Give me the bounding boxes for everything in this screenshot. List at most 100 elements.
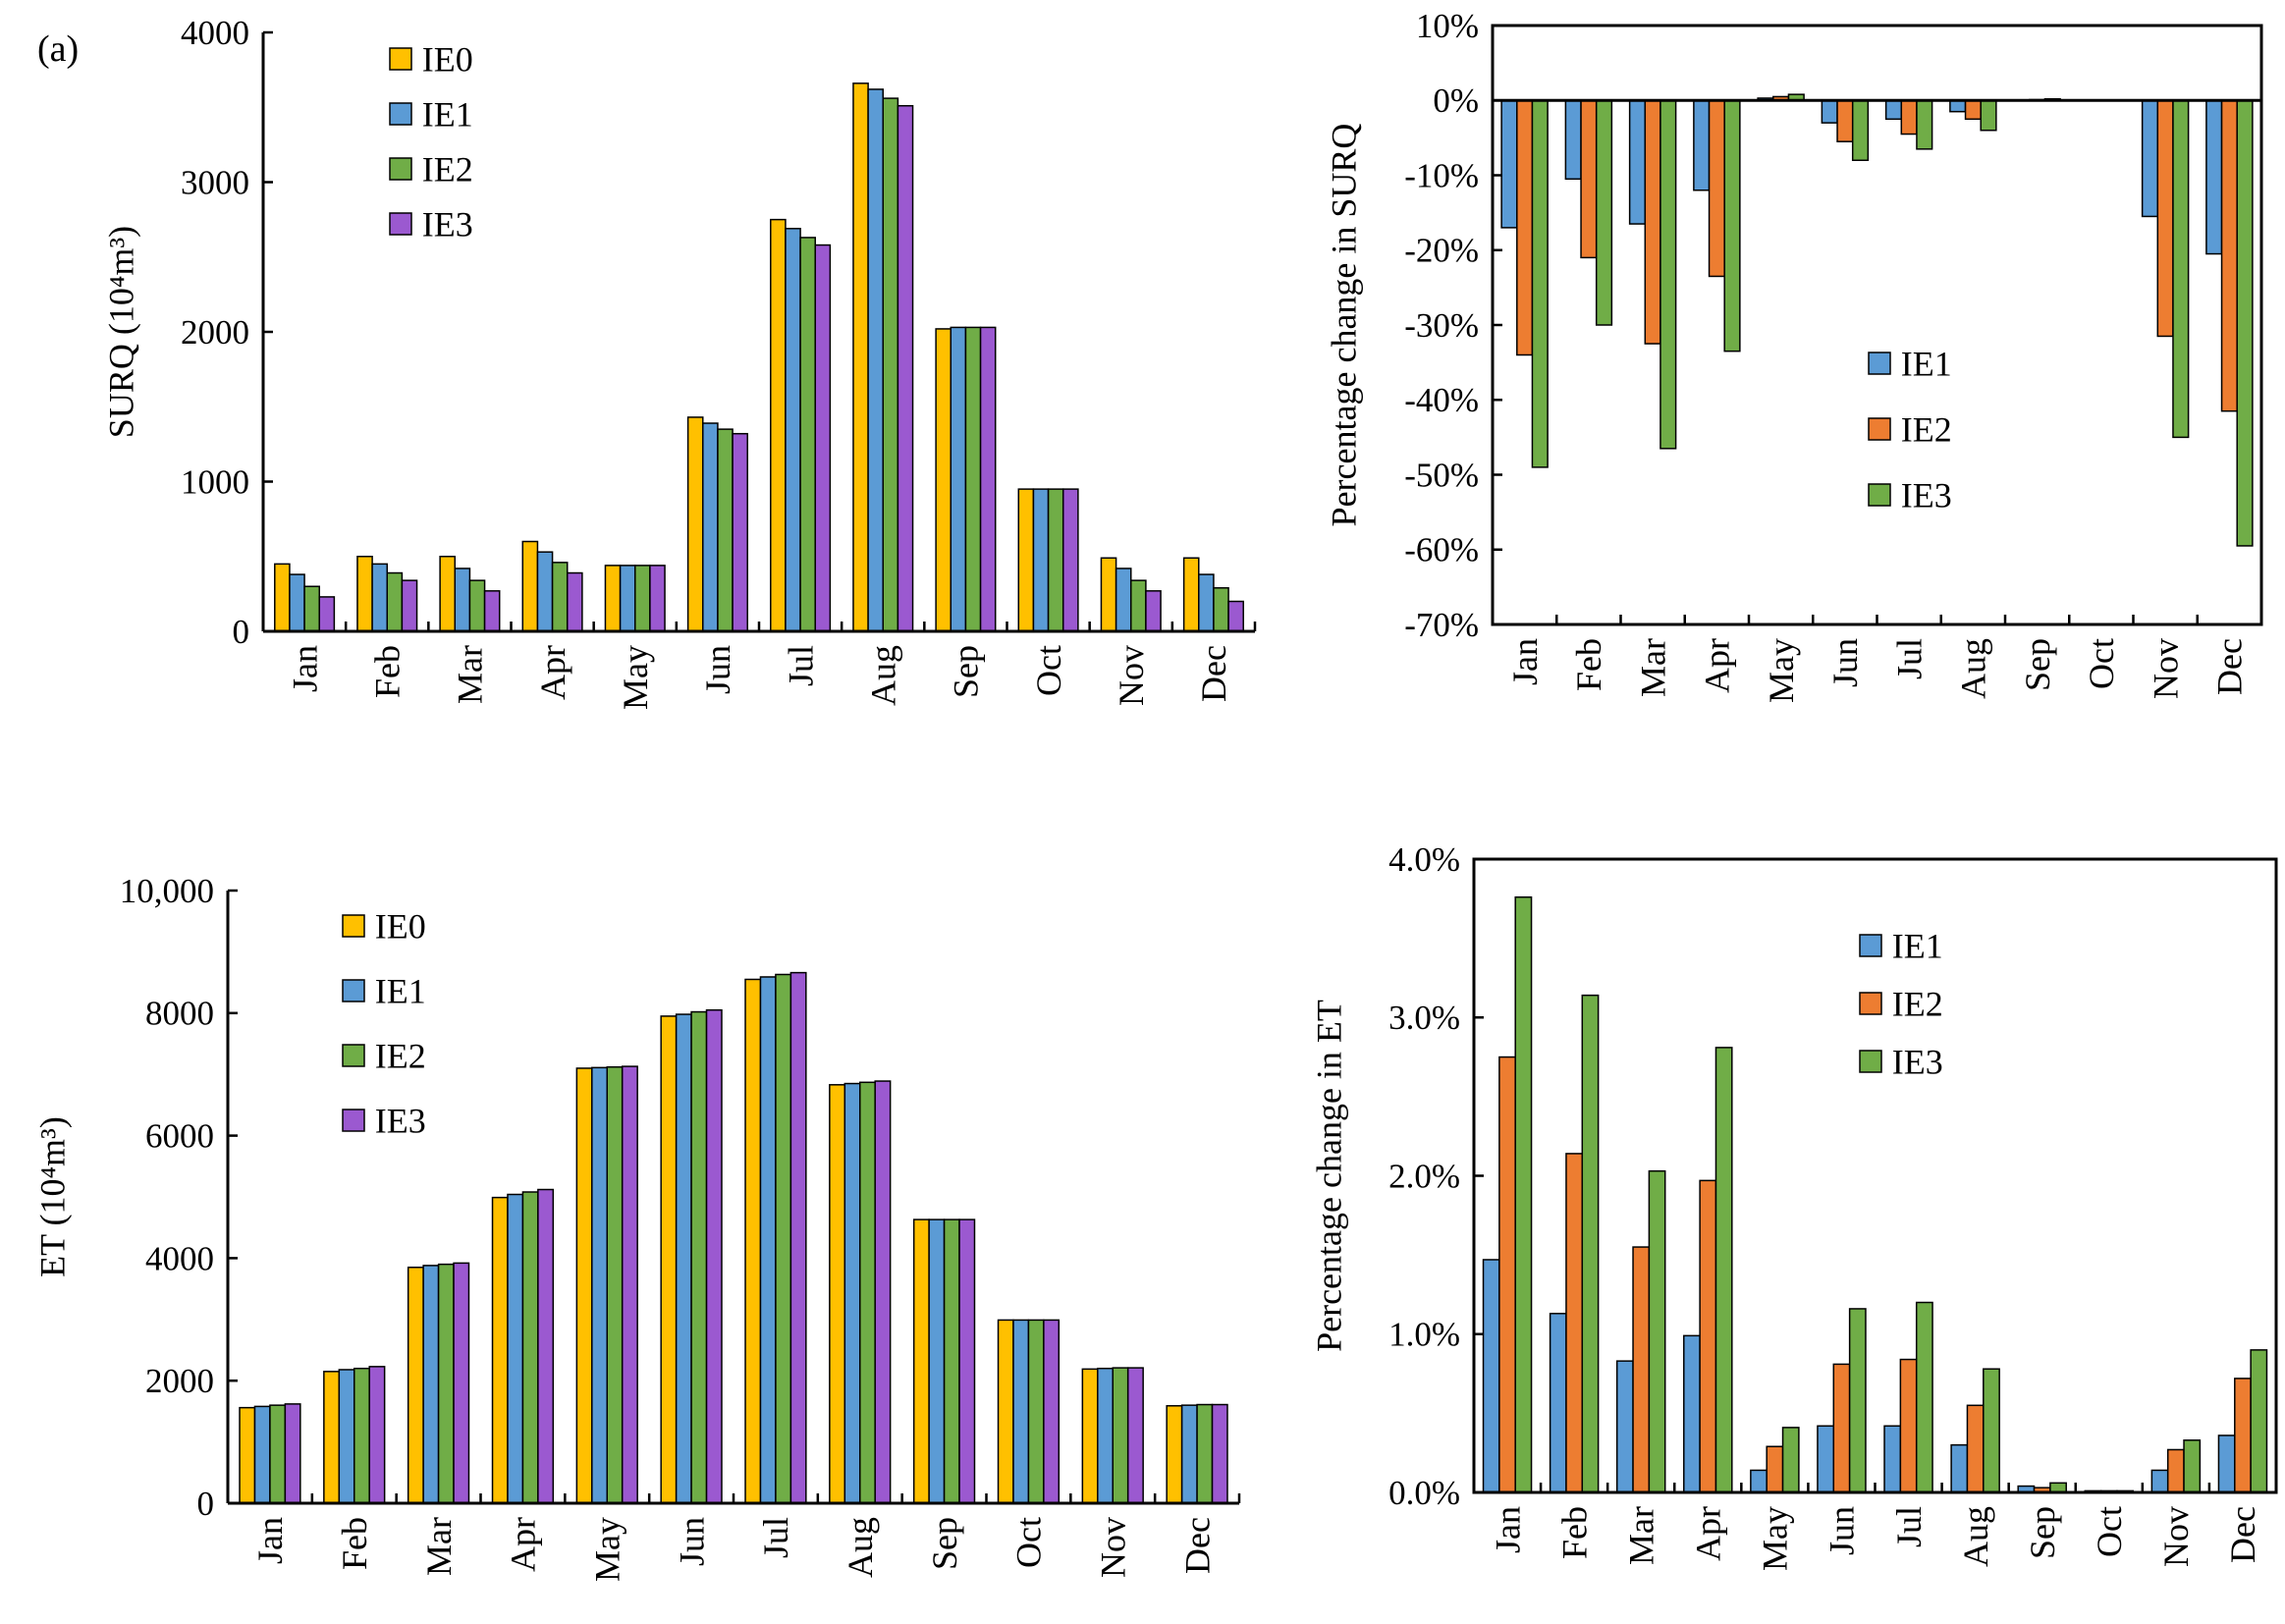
bar-IE3-Jan — [318, 596, 336, 632]
legend-swatch-IE3 — [342, 1109, 365, 1132]
legend-swatch-IE1 — [1868, 352, 1891, 375]
y-tick-label: -20% — [1404, 232, 1479, 270]
bar-IE2-Apr — [1699, 1179, 1717, 1493]
x-tick-label: Feb — [367, 645, 407, 698]
bar-IE2-Jun — [690, 1010, 708, 1504]
bar-IE0-Jun — [686, 416, 704, 632]
x-tick-label: Aug — [1954, 638, 1993, 699]
bar-IE0-Feb — [323, 1371, 341, 1504]
bar-IE1-May — [591, 1066, 608, 1504]
bar-IE2-Feb — [1580, 99, 1598, 259]
bar-IE3-Feb — [401, 579, 418, 632]
bar-IE1-Sep — [950, 326, 967, 632]
bar-IE2-Oct — [1047, 488, 1064, 632]
legend-swatch-IE2 — [389, 157, 412, 181]
x-tick-label: Jun — [672, 1517, 711, 1566]
x-tick-label: Apr — [1689, 1506, 1728, 1561]
x-tick-label: Jan — [250, 1517, 290, 1564]
x-tick-label: Jun — [1825, 638, 1865, 687]
bar-IE1-May — [619, 565, 636, 632]
bar-IE2-Mar — [437, 1263, 455, 1504]
bar-IE1-Apr — [1683, 1334, 1701, 1493]
bar-IE0-Jan — [274, 563, 291, 632]
bar-IE2-Jul — [799, 237, 816, 632]
bar-IE3-Apr — [566, 571, 583, 632]
legend-label-IE3: IE3 — [1901, 476, 1952, 515]
y-tick-label: -10% — [1404, 156, 1479, 194]
x-tick-label: Mar — [1633, 638, 1672, 697]
legend-label-IE1: IE1 — [375, 972, 426, 1011]
bar-IE0-Dec — [1166, 1405, 1183, 1504]
bar-IE2-Oct — [1027, 1319, 1045, 1504]
bar-IE1-Jul — [1883, 1425, 1902, 1493]
bar-IE1-Dec — [1198, 573, 1215, 632]
bar-IE2-Feb — [1565, 1153, 1584, 1493]
bar-IE3-Feb — [368, 1366, 386, 1504]
y-tick-label: -40% — [1404, 381, 1479, 419]
bar-IE3-Apr — [1723, 99, 1741, 352]
bar-IE2-Apr — [1708, 99, 1725, 278]
bar-IE2-Dec — [1213, 587, 1229, 632]
y-tick-label: -60% — [1404, 531, 1479, 569]
x-tick-label: Dec — [1177, 1517, 1217, 1574]
x-tick-label: Oct — [2090, 1506, 2129, 1557]
y-tick-label: 2000 — [181, 313, 249, 352]
panel-label: (a) — [37, 28, 79, 70]
x-tick-label: May — [616, 645, 655, 710]
x-tick-label: Sep — [2023, 1506, 2062, 1559]
chart-et_pct: 0.0% 1.0% 2.0% 3.0% 4.0% Jan Feb Mar Apr May Jun Ju… — [1310, 840, 2278, 1571]
bar-IE3-Jun — [705, 1008, 723, 1504]
bar-IE1-Aug — [867, 88, 884, 632]
x-tick-label: Sep — [2018, 638, 2057, 691]
bar-IE0-Sep — [912, 1218, 930, 1504]
x-tick-label: Mar — [1621, 1506, 1660, 1565]
bar-IE2-Sep — [964, 326, 982, 632]
legend-swatch-IE0 — [342, 914, 365, 938]
bar-IE3-Aug — [1983, 1368, 2000, 1493]
bar-IE0-Jun — [660, 1015, 678, 1504]
y-tick-label: 4000 — [145, 1239, 214, 1277]
bar-IE3-Nov — [2183, 1439, 2202, 1493]
y-tick-label: 3000 — [181, 163, 249, 201]
bar-IE1-Nov — [1115, 568, 1132, 632]
bar-IE1-Jan — [1500, 99, 1518, 229]
bar-IE2-Jun — [1836, 99, 1854, 142]
legend-label-IE2: IE2 — [1901, 410, 1952, 450]
bar-IE1-Dec — [1180, 1404, 1198, 1504]
y-axis-label: ET (10⁴m³) — [33, 1116, 73, 1277]
bar-IE3-Jan — [284, 1403, 301, 1504]
bar-IE1-Jul — [1884, 99, 1903, 121]
bar-IE0-May — [575, 1067, 593, 1504]
bar-IE3-Jul — [789, 971, 807, 1504]
x-tick-label: Sep — [925, 1517, 964, 1570]
bar-IE3-Dec — [1211, 1403, 1228, 1504]
bar-IE2-Aug — [1966, 1404, 1985, 1493]
bar-IE3-Mar — [453, 1262, 470, 1504]
y-tick-label: -50% — [1404, 456, 1479, 494]
bar-IE1-Mar — [454, 568, 471, 632]
bar-IE1-Jan — [1482, 1259, 1500, 1493]
x-tick-label: Jan — [285, 645, 324, 692]
x-tick-label: Feb — [335, 1517, 374, 1570]
bar-IE1-Mar — [1615, 1360, 1634, 1493]
legend-label-IE0: IE0 — [422, 40, 473, 80]
bar-IE3-Apr — [537, 1188, 555, 1504]
bar-IE1-Apr — [536, 551, 554, 632]
chart-surq: 0 1000 2000 3000 4000 Jan Feb Mar Apr May Jun Jul Au… — [102, 14, 1257, 710]
bar-IE1-Nov — [2141, 99, 2159, 218]
x-tick-label: Dec — [2223, 1506, 2262, 1563]
bar-IE2-Nov — [2156, 99, 2174, 338]
bar-IE3-Nov — [1145, 590, 1162, 632]
bar-IE1-Feb — [371, 563, 389, 632]
bar-IE0-Feb — [356, 556, 373, 632]
bar-IE2-Sep — [943, 1218, 960, 1504]
bar-IE3-Nov — [1126, 1367, 1144, 1504]
legend-swatch-IE2 — [342, 1044, 365, 1067]
bar-IE1-Jul — [785, 228, 801, 632]
y-tick-label: 2.0% — [1388, 1157, 1460, 1195]
bar-IE3-Jul — [1915, 1301, 1933, 1493]
legend-label-IE1: IE1 — [1901, 345, 1952, 384]
bar-IE1-Aug — [1949, 99, 1967, 113]
y-tick-label: 10,000 — [120, 872, 214, 910]
